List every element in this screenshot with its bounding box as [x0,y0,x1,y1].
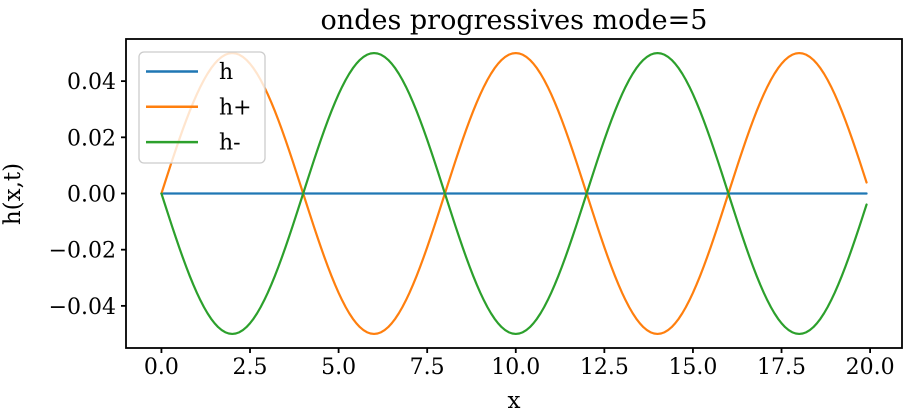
y-tick-label: −0.04 [49,295,116,320]
x-tick-label: 10.0 [491,355,540,380]
y-axis-label: h(x,t) [0,163,26,225]
x-tick-label: 2.5 [233,355,268,380]
chart-title: ondes progressives mode=5 [321,5,708,36]
x-tick-label: 0.0 [144,355,179,380]
legend-item-label-h-plus: h+ [219,95,252,120]
series-line-h-minus [160,51,868,336]
legend-box [138,51,266,164]
y-tick-label: −0.02 [49,239,116,264]
x-tick-label: 12.5 [580,355,629,380]
y-tick-label: 0.04 [67,70,116,95]
x-tick-label: 15.0 [668,355,717,380]
axes-layer: 0.0 2.5 5.0 7.5 10.0 12.5 15.0 17.5 20.0 0.04 0.02… [49,38,903,380]
legend-item-label-h: h [219,60,233,85]
x-tick-label: 20.0 [846,355,895,380]
x-tick-label: 5.0 [321,355,356,380]
x-tick-label: 7.5 [410,355,445,380]
y-tick-label: 0.00 [67,183,116,208]
curves-layer [160,51,868,336]
legend-item-label-h-minus: h- [219,131,241,156]
x-tick-label: 17.5 [757,355,806,380]
legend: h h+ h- [138,51,266,164]
x-axis-label: x [508,388,521,414]
series-line-h-plus [160,51,868,336]
y-tick-label: 0.02 [67,126,116,151]
